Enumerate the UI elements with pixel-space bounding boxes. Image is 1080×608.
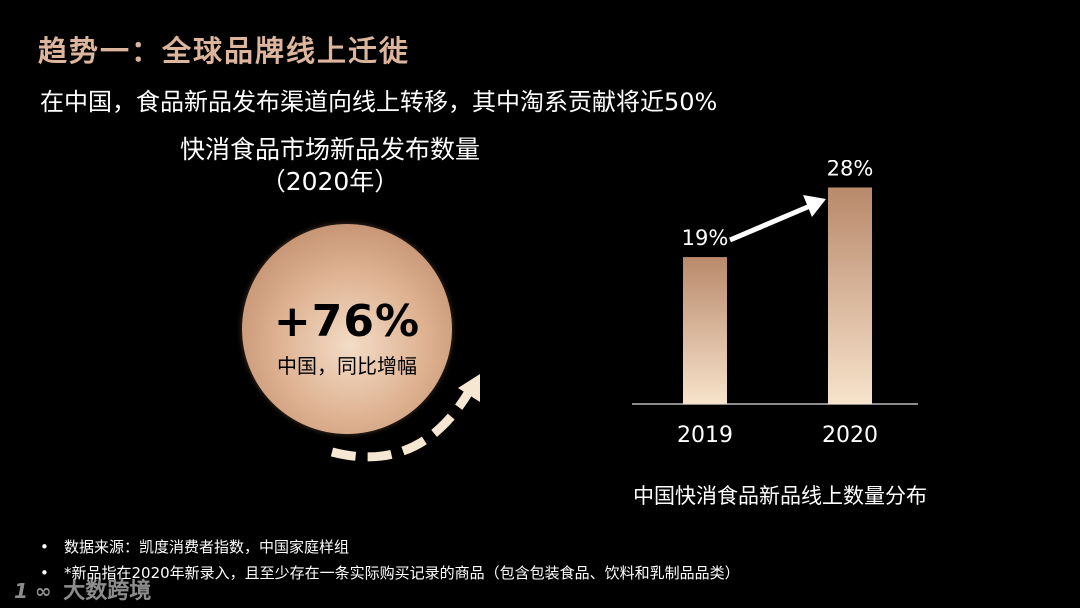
bar-2020: [828, 187, 872, 404]
footnote-source: • 数据来源：凯度消费者指数，中国家庭样组: [40, 534, 740, 560]
bar-chart: 19% 2019 28% 2020: [632, 160, 918, 448]
tick-label-2019: 2019: [677, 423, 733, 448]
tick-label-2020: 2020: [822, 423, 878, 448]
trend-arrow-head-icon: [803, 195, 826, 217]
bullet-icon: •: [40, 538, 49, 556]
left-title-line2: （2020年）: [260, 167, 400, 196]
bullet-icon: •: [40, 564, 49, 582]
data-label-2020: 28%: [827, 160, 874, 180]
growth-value: +76%: [273, 296, 421, 347]
slide-title: 趋势一：全球品牌线上迁徙: [38, 34, 411, 68]
left-panel-title: 快消食品市场新品发布数量 （2020年）: [140, 134, 520, 198]
data-label-2019: 19%: [682, 226, 729, 250]
left-title-line1: 快消食品市场新品发布数量: [179, 135, 480, 164]
slide-subtitle: 在中国，食品新品发布渠道向线上转移，其中淘系贡献将近50%: [40, 88, 718, 116]
bar-2019: [683, 257, 727, 404]
footnote-text: 数据来源：凯度消费者指数，中国家庭样组: [64, 538, 350, 556]
trend-arrow-line: [729, 203, 811, 243]
chart-title: 中国快消食品新品线上数量分布: [633, 484, 927, 508]
watermark-logo: 1 ∞: [14, 579, 52, 603]
watermark: 1 ∞ 大数跨境: [14, 573, 151, 605]
footnote-definition: • *新品指在2020年新录入，且至少存在一条实际购买记录的商品（包含包装食品、…: [40, 560, 740, 586]
footnotes: • 数据来源：凯度消费者指数，中国家庭样组 • *新品指在2020年新录入，且至…: [40, 534, 740, 586]
dashed-growth-arrow-icon: [330, 374, 480, 462]
footnote-text: *新品指在2020年新录入，且至少存在一条实际购买记录的商品（包含包装食品、饮料…: [64, 564, 740, 582]
growth-caption: 中国，同比增幅: [277, 354, 417, 378]
growth-circle: +76% 中国，同比增幅: [242, 224, 452, 434]
watermark-text: 大数跨境: [63, 579, 152, 604]
